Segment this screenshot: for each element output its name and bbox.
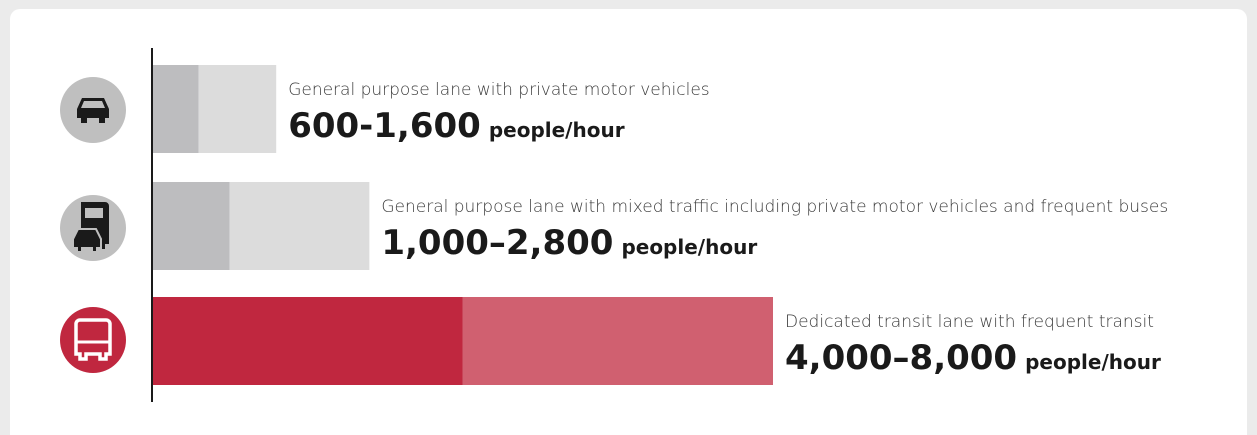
unit-label: people/hour — [621, 235, 757, 259]
icon-car — [72, 228, 102, 253]
category-label: Dedicated transit lane with frequent tra… — [785, 312, 1154, 332]
unit-label: people/hour — [489, 118, 625, 142]
icon-bus — [74, 318, 112, 361]
icon-window — [81, 101, 105, 108]
category-label: General purpose lane with mixed traffic … — [381, 197, 1168, 217]
bar-segment — [152, 65, 199, 153]
icon-bus-window — [85, 208, 103, 218]
value-label: 600-1,600 — [288, 106, 481, 146]
bar-segment — [462, 297, 773, 385]
bar-segment — [198, 65, 277, 153]
bar-segment — [152, 297, 463, 385]
icon-circle — [60, 307, 126, 373]
bar-segment — [229, 182, 370, 270]
icon — [60, 195, 126, 261]
category-label: General purpose lane with private motor … — [288, 80, 709, 100]
bar-segment — [152, 182, 230, 270]
value-label: 1,000–2,800 — [381, 223, 613, 263]
icon — [60, 307, 126, 373]
value-label: 4,000–8,000 — [785, 338, 1017, 378]
icon — [60, 77, 126, 143]
unit-label: people/hour — [1025, 350, 1161, 374]
